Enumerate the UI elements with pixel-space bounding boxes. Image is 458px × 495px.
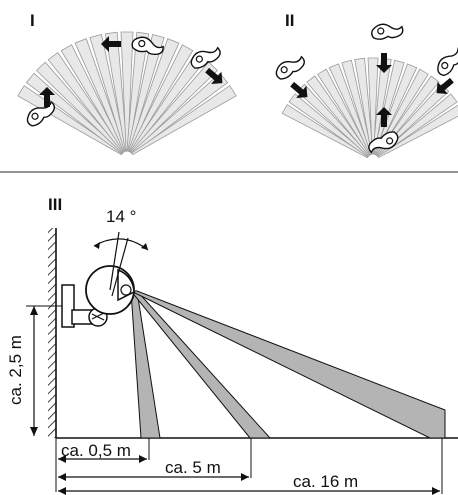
direction-arrow-icon <box>205 67 223 85</box>
panel-ii: II <box>275 11 458 159</box>
mount-height-label: ca. 2,5 m <box>6 335 25 405</box>
panel-i: I <box>17 11 237 156</box>
detection-beam <box>131 85 237 156</box>
detection-fan-i <box>17 31 237 156</box>
panel-iii: III 14 ° <box>6 195 458 495</box>
direction-arrow-icon <box>376 53 392 73</box>
motion-detector-icon <box>61 265 135 328</box>
direction-arrow-icon <box>39 87 55 107</box>
distance-dimensions: ca. 0,5 m ca. 5 m ca. 16 m <box>55 438 443 495</box>
walking-person-icon <box>371 23 404 40</box>
direction-arrow-icon <box>436 77 454 95</box>
detection-zone-far <box>130 290 446 439</box>
tilt-angle-indicator: 14 ° <box>93 207 149 297</box>
detection-zones <box>129 290 446 439</box>
panel-ii-label: II <box>285 11 294 30</box>
distance-label-far: ca. 16 m <box>293 472 358 491</box>
walking-person-icon <box>275 55 305 80</box>
walking-person-icon <box>131 36 164 56</box>
walking-person-icon <box>26 100 56 127</box>
height-dimension: ca. 2,5 m <box>6 305 62 436</box>
panel-i-label: I <box>30 11 35 30</box>
distance-label-mid: ca. 5 m <box>165 458 221 477</box>
panel-iii-label: III <box>48 195 62 214</box>
direction-arrow-icon <box>101 36 121 52</box>
walking-person-icon <box>190 46 221 69</box>
distance-label-near: ca. 0,5 m <box>61 441 131 460</box>
walking-person-icon <box>368 131 399 154</box>
direction-arrow-icon <box>290 81 308 99</box>
walking-person-icon <box>437 47 458 77</box>
wall-hatch-icon <box>48 228 56 438</box>
direction-arrow-icon <box>376 107 392 127</box>
angle-label: 14 ° <box>106 207 136 226</box>
detection-beam <box>377 104 458 159</box>
